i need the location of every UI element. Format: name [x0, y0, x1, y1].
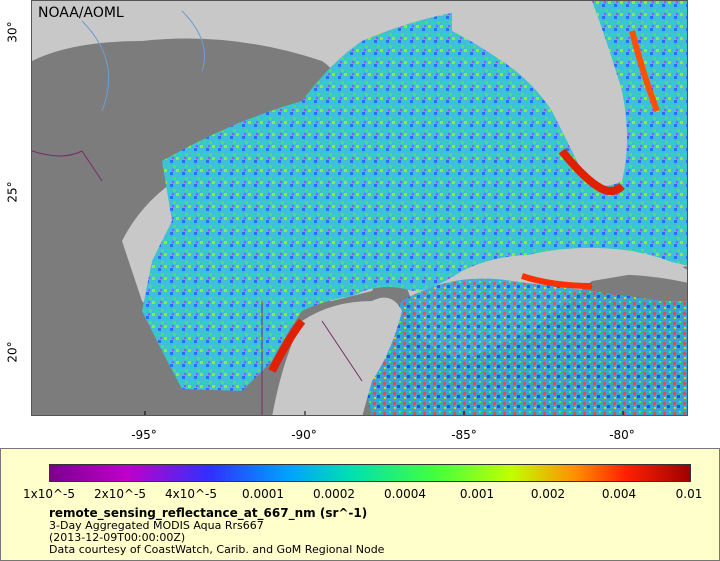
- x-tick-label: -95°: [131, 428, 157, 442]
- x-tick-label: -80°: [609, 428, 635, 442]
- y-tick-label: 20°: [5, 341, 20, 363]
- cuba: [502, 247, 687, 283]
- x-tick-label: -85°: [451, 428, 477, 442]
- caribbean-swath: [362, 278, 687, 415]
- dataset-name: 3-Day Aggregated MODIS Aqua Rrs667: [49, 519, 264, 532]
- gulf-no-data: [32, 38, 687, 415]
- colorbar-label: 0.0001: [242, 487, 284, 501]
- time-stamp: (2013-12-09T00:00:00Z): [49, 531, 186, 544]
- colorbar-label: 0.01: [675, 487, 703, 501]
- colorbar-label: 0.004: [601, 487, 637, 501]
- reflectance-map: [32, 1, 687, 415]
- y-tick-label: 25°: [5, 181, 20, 203]
- x-tick-label: -90°: [291, 428, 317, 442]
- colorbar-label: 1x10^-5: [22, 487, 76, 501]
- map-view[interactable]: NOAA/AOML: [31, 0, 688, 416]
- map-credit: NOAA/AOML: [38, 5, 124, 21]
- colorbar-label: 4x10^-5: [164, 487, 218, 501]
- colorbar-label: 0.001: [459, 487, 495, 501]
- y-tick-label: 30°: [5, 21, 20, 43]
- data-courtesy: Data courtesy of CoastWatch, Carib. and …: [49, 543, 385, 556]
- variable-name: remote_sensing_reflectance_at_667_nm (sr…: [49, 506, 368, 520]
- colorbar-label: 0.002: [530, 487, 566, 501]
- legend-panel: 1x10^-5 2x10^-5 4x10^-5 0.0001 0.0002 0.…: [0, 448, 720, 561]
- colorbar-label: 0.0004: [384, 487, 426, 501]
- yucatan: [272, 297, 402, 415]
- colorbar: [49, 464, 691, 482]
- colorbar-label: 0.0002: [313, 487, 355, 501]
- colorbar-label: 2x10^-5: [93, 487, 147, 501]
- florida: [452, 1, 627, 186]
